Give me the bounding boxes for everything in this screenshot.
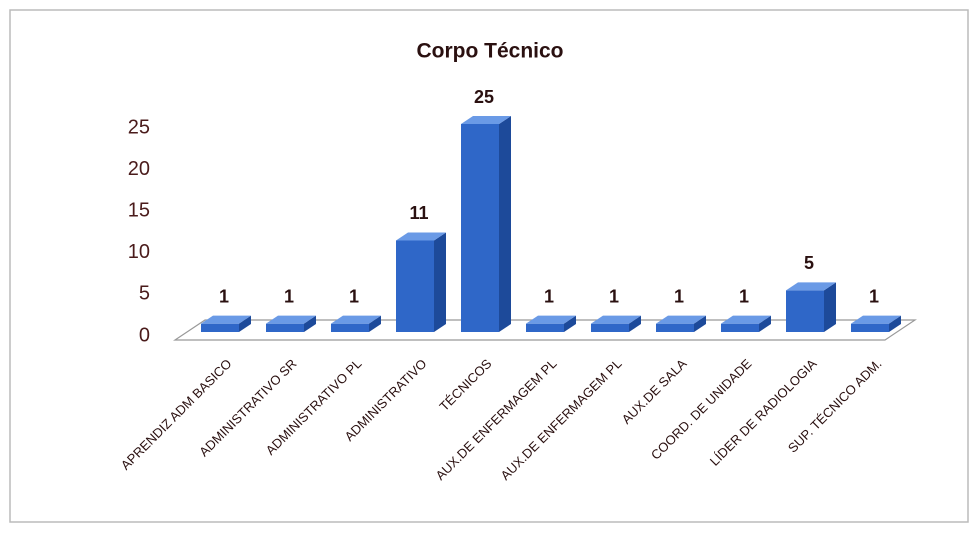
data-label: 1: [739, 286, 749, 306]
y-tick-label: 5: [139, 283, 150, 305]
bar-side: [694, 315, 706, 332]
bar: [851, 323, 889, 332]
bar-top: [851, 315, 901, 324]
bar: [656, 323, 694, 332]
data-label: 1: [284, 286, 294, 306]
bar-top: [396, 232, 446, 241]
bar: [526, 323, 564, 332]
bar: [201, 323, 239, 332]
y-tick-label: 15: [128, 199, 150, 221]
y-tick-label: 0: [139, 324, 150, 346]
bar: [721, 323, 759, 332]
bar-top: [201, 315, 251, 324]
bar-side: [759, 315, 771, 332]
y-tick-label: 25: [128, 116, 150, 138]
bar-top: [656, 315, 706, 324]
data-label: 1: [674, 286, 684, 306]
bar: [331, 323, 369, 332]
bar: [591, 323, 629, 332]
bar-top: [331, 315, 381, 324]
bar-top: [591, 315, 641, 324]
bar-side: [564, 315, 576, 332]
bar-top: [266, 315, 316, 324]
bar-top: [721, 315, 771, 324]
bar-side: [824, 282, 836, 332]
data-label: 1: [869, 286, 879, 306]
bar-side: [889, 315, 901, 332]
y-tick-label: 20: [128, 158, 150, 180]
bar-top: [461, 116, 511, 124]
y-tick-label: 10: [128, 241, 150, 263]
data-label: 1: [349, 286, 359, 306]
bar-side: [369, 315, 381, 332]
bar: [396, 240, 434, 332]
bar-side: [499, 116, 511, 332]
bar-side: [304, 315, 316, 332]
data-label: 5: [804, 253, 814, 273]
bar-top: [786, 282, 836, 291]
bar-side: [239, 315, 251, 332]
bar: [461, 124, 499, 332]
data-label: 1: [219, 286, 229, 306]
bar: [786, 290, 824, 332]
bar-side: [434, 232, 446, 332]
data-label: 11: [409, 203, 428, 223]
bar-top: [526, 315, 576, 324]
bar-side: [629, 315, 641, 332]
data-label: 1: [544, 286, 554, 306]
bar: [266, 323, 304, 332]
chart-title: Corpo Técnico: [416, 40, 563, 63]
data-label: 1: [609, 286, 619, 306]
data-label: 25: [474, 87, 494, 107]
